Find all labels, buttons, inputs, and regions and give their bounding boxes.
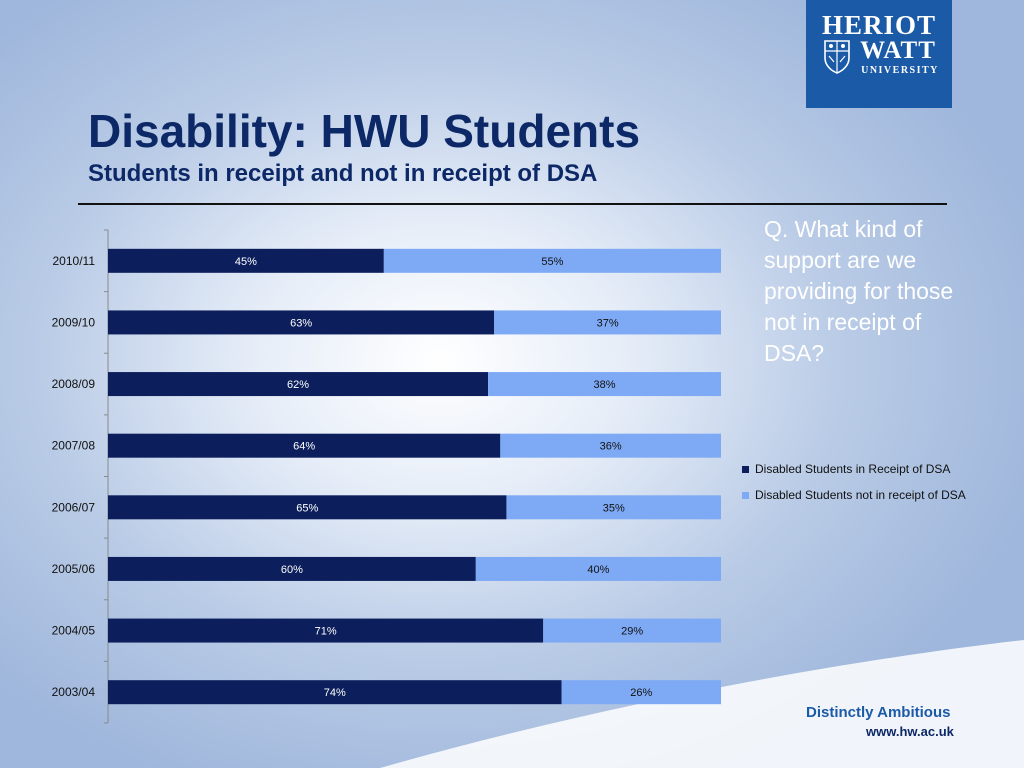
category-tick-label: 2009/10 bbox=[52, 315, 96, 329]
legend-label-in-receipt: Disabled Students in Receipt of DSA bbox=[755, 462, 951, 476]
bar-not-in-receipt bbox=[543, 618, 721, 643]
page-subtitle: Students in receipt and not in receipt o… bbox=[88, 160, 598, 187]
category-tick-label: 2007/08 bbox=[52, 439, 96, 453]
bar-in-receipt bbox=[108, 310, 495, 335]
bar-in-receipt bbox=[108, 248, 384, 273]
legend-item-in-receipt: Disabled Students in Receipt of DSA bbox=[742, 456, 966, 482]
bar-not-in-receipt bbox=[494, 310, 721, 335]
tagline: Distinctly Ambitious bbox=[806, 704, 951, 721]
legend-item-not-in-receipt: Disabled Students not in receipt of DSA bbox=[742, 482, 966, 508]
bar-not-in-receipt bbox=[500, 433, 721, 458]
bar-not-in-receipt bbox=[488, 372, 721, 397]
title-divider bbox=[78, 203, 947, 205]
bar-in-receipt bbox=[108, 556, 476, 581]
heriot-watt-logo: HERIOT WATT UNIVERSITY bbox=[806, 0, 952, 108]
bar-data-label: 38% bbox=[594, 379, 616, 391]
bar-in-receipt bbox=[108, 495, 507, 520]
bar-data-label: 45% bbox=[235, 256, 257, 268]
website-url[interactable]: www.hw.ac.uk bbox=[866, 724, 954, 739]
bar-not-in-receipt bbox=[561, 680, 721, 705]
bar-data-label: 74% bbox=[324, 687, 346, 699]
crest-icon bbox=[824, 40, 850, 74]
category-tick-label: 2010/11 bbox=[53, 254, 96, 268]
bar-not-in-receipt bbox=[506, 495, 721, 520]
bar-data-label: 63% bbox=[290, 317, 312, 329]
bar-data-label: 71% bbox=[315, 626, 337, 638]
bar-data-label: 36% bbox=[600, 441, 622, 453]
bar-data-label: 35% bbox=[603, 502, 625, 514]
legend-swatch-not-in-receipt bbox=[742, 491, 749, 499]
bar-data-label: 60% bbox=[281, 564, 303, 576]
bar-data-label: 62% bbox=[287, 379, 309, 391]
bar-not-in-receipt bbox=[383, 248, 721, 273]
category-tick-label: 2003/04 bbox=[52, 685, 96, 699]
question-text: Q. What kind of support are we providing… bbox=[764, 216, 954, 366]
bar-data-label: 65% bbox=[296, 502, 318, 514]
logo-line-2: WATT bbox=[860, 37, 936, 64]
bar-not-in-receipt bbox=[475, 556, 721, 581]
category-tick-label: 2006/07 bbox=[52, 500, 96, 514]
bar-in-receipt bbox=[108, 372, 489, 397]
category-tick-label: 2008/09 bbox=[52, 377, 96, 391]
bar-data-label: 55% bbox=[541, 256, 563, 268]
page-title: Disability: HWU Students bbox=[88, 105, 641, 157]
bar-in-receipt bbox=[108, 680, 562, 705]
bar-in-receipt bbox=[108, 618, 544, 643]
bar-data-label: 37% bbox=[597, 317, 619, 329]
legend-swatch-in-receipt bbox=[742, 465, 749, 473]
category-tick-label: 2005/06 bbox=[52, 562, 96, 576]
bar-data-label: 29% bbox=[621, 626, 643, 638]
bar-data-label: 64% bbox=[293, 441, 315, 453]
legend-label-not-in-receipt: Disabled Students not in receipt of DSA bbox=[755, 488, 966, 502]
logo-line-3: UNIVERSITY bbox=[861, 65, 939, 76]
chart-legend: Disabled Students in Receipt of DSA Disa… bbox=[742, 456, 966, 508]
bar-data-label: 40% bbox=[587, 564, 609, 576]
bar-data-label: 26% bbox=[630, 687, 652, 699]
bar-in-receipt bbox=[108, 433, 501, 458]
category-tick-label: 2004/05 bbox=[52, 624, 96, 638]
logo-line-1: HERIOT bbox=[821, 10, 937, 40]
